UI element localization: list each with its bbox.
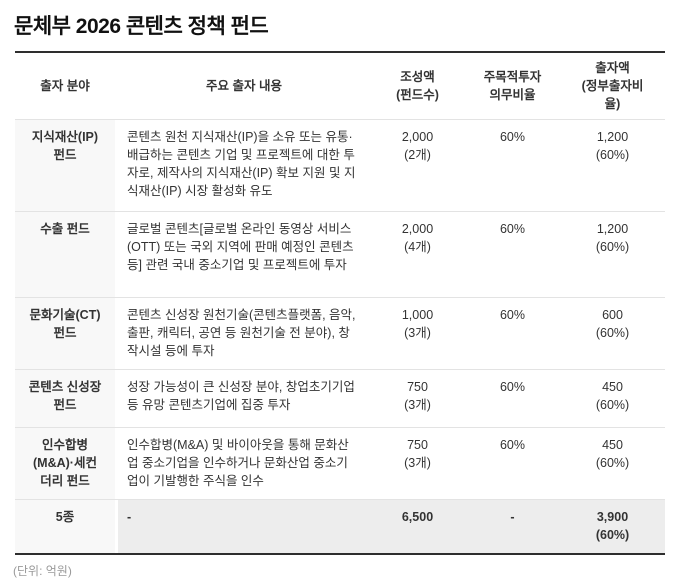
header-cell-ratio: 주목적투자 의무비율: [465, 53, 560, 119]
description-cell: 글로벌 콘텐츠[글로벌 온라인 동영상 서비스(OTT) 또는 국외 지역에 판…: [127, 222, 354, 272]
description-cell: 인수합병(M&A) 및 바이아웃을 통해 문화산업 중소기업을 인수하거나 문화…: [127, 438, 349, 488]
summary-field-cell: 5종: [15, 500, 115, 553]
amount-cell: 2,000 (4개): [401, 222, 434, 254]
investment-cell: 1,200 (60%): [595, 222, 630, 254]
investment-cell: 1,200 (60%): [595, 130, 630, 162]
table-header-row: 출자 분야 주요 출자 내용 조성액 (펀드수) 주목적투자 의무비율 출자액 …: [15, 53, 665, 120]
investment-cell: 450 (60%): [595, 380, 630, 412]
table-row: 문화기술(CT) 펀드 콘텐츠 신성장 원천기술(콘텐츠플랫폼, 음악, 출판,…: [15, 298, 665, 370]
table-row: 수출 펀드 글로벌 콘텐츠[글로벌 온라인 동영상 서비스(OTT) 또는 국외…: [15, 212, 665, 298]
fund-name-cell: 지식재산(IP) 펀드: [15, 120, 115, 211]
investment-cell: 450 (60%): [595, 438, 630, 470]
header-cell-amount: 조성액 (펀드수): [370, 53, 465, 119]
table-row: 지식재산(IP) 펀드 콘텐츠 원천 지식재산(IP)을 소유 또는 유통·배급…: [15, 120, 665, 212]
column-gap: [115, 53, 118, 119]
ratio-cell: 60%: [499, 130, 526, 144]
ratio-cell: 60%: [499, 308, 526, 322]
summary-ratio-cell: -: [465, 500, 560, 553]
table-row: 콘텐츠 신성장 펀드 성장 가능성이 큰 신성장 분야, 창업초기기업 등 유망…: [15, 370, 665, 428]
clipped-caption: (단위: 억원): [13, 564, 72, 578]
fund-table: 출자 분야 주요 출자 내용 조성액 (펀드수) 주목적투자 의무비율 출자액 …: [15, 51, 665, 555]
fund-name-cell: 문화기술(CT) 펀드: [15, 298, 115, 369]
fund-name-cell: 인수합병 (M&A)·세컨 더리 펀드: [15, 428, 115, 499]
amount-cell: 750 (3개): [404, 380, 431, 412]
amount-cell: 2,000 (2개): [401, 130, 434, 162]
column-gap: [115, 500, 118, 553]
summary-investment-cell: 3,900 (60%): [560, 500, 665, 553]
ratio-cell: 60%: [499, 380, 526, 394]
page-title: 문체부 2026 콘텐츠 정책 펀드: [14, 15, 269, 38]
description-cell: 콘텐츠 신성장 원천기술(콘텐츠플랫폼, 음악, 출판, 캐릭터, 공연 등 원…: [127, 308, 356, 358]
ratio-cell: 60%: [499, 222, 526, 236]
header-cell-field: 출자 분야: [15, 53, 115, 119]
table-row: 인수합병 (M&A)·세컨 더리 펀드 인수합병(M&A) 및 바이아웃을 통해…: [15, 428, 665, 500]
description-cell: 콘텐츠 원천 지식재산(IP)을 소유 또는 유통·배급하는 콘텐츠 기업 및 …: [127, 130, 356, 198]
ratio-cell: 60%: [499, 438, 526, 452]
description-cell: 성장 가능성이 큰 신성장 분야, 창업초기기업 등 유망 콘텐츠기업에 집중 …: [127, 380, 355, 412]
fund-name-cell: 수출 펀드: [15, 212, 115, 297]
header-cell-description: 주요 출자 내용: [118, 53, 370, 119]
fund-name-cell: 콘텐츠 신성장 펀드: [15, 370, 115, 427]
amount-cell: 750 (3개): [404, 438, 431, 470]
header-cell-investment: 출자액 (정부출자비 율): [560, 53, 665, 119]
summary-amount-cell: 6,500: [370, 500, 465, 553]
investment-cell: 600 (60%): [595, 308, 630, 340]
amount-cell: 1,000 (3개): [401, 308, 434, 340]
page: { "page": { "title": "문체부 2026 콘텐츠 정책 펀드…: [0, 14, 680, 585]
summary-row: 5종 - 6,500 - 3,900 (60%): [15, 500, 665, 553]
summary-description-cell: -: [118, 500, 370, 553]
